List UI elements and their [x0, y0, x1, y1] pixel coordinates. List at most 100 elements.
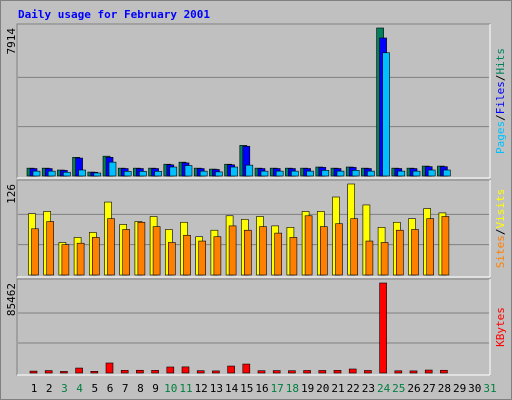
bar [289, 237, 298, 276]
bar [397, 170, 406, 177]
x-tick-label: 14 [225, 382, 239, 395]
x-tick-label: 20 [316, 382, 329, 395]
bar [47, 170, 56, 177]
bar [196, 370, 205, 374]
x-tick-label: 22 [347, 382, 360, 395]
panel [16, 278, 491, 376]
legend-entry: Pages [494, 121, 507, 154]
bar [215, 171, 223, 177]
bar [335, 223, 343, 276]
x-tick-label: 23 [362, 382, 375, 395]
x-tick-label: 15 [240, 382, 253, 395]
x-tick-label: 16 [255, 382, 268, 395]
y-max-label: 126 [5, 184, 18, 204]
legend: KBytes [494, 307, 507, 347]
bar [228, 225, 237, 276]
bar [90, 371, 99, 374]
bar [166, 366, 175, 374]
bar [364, 370, 372, 374]
bar [351, 170, 360, 177]
bar [291, 170, 299, 177]
bar [242, 363, 251, 374]
legend-entry: KBytes [494, 307, 507, 347]
panel [16, 179, 491, 278]
bar [304, 215, 313, 276]
legend-entry: Sites [494, 235, 507, 268]
bar [395, 229, 404, 276]
bar [136, 369, 144, 374]
bar [318, 370, 327, 374]
bar [29, 370, 38, 374]
x-tick-label: 12 [195, 382, 208, 395]
bar [260, 170, 269, 177]
bar [230, 166, 238, 177]
x-tick-label: 5 [91, 382, 98, 395]
x-tick-label: 1 [31, 382, 38, 395]
bar [424, 369, 433, 374]
bar [443, 169, 451, 177]
x-tick-label: 7 [122, 382, 129, 395]
bar [365, 240, 374, 276]
bar [181, 366, 190, 374]
x-tick-label: 28 [438, 382, 451, 395]
bar [257, 370, 266, 374]
legend: Sites/Visits [494, 189, 507, 269]
x-tick-label: 30 [468, 382, 481, 395]
x-tick-label: 27 [423, 382, 436, 395]
legend: Pages/Files/Hits [494, 48, 507, 154]
bar [382, 52, 390, 177]
x-tick-label: 4 [76, 382, 83, 395]
bar [61, 244, 70, 276]
bar [350, 218, 359, 276]
bar [380, 242, 389, 276]
bar [288, 370, 296, 374]
bar [303, 370, 311, 374]
bar [336, 170, 345, 177]
bar [31, 228, 39, 276]
x-tick-label: 29 [453, 382, 466, 395]
panel [16, 23, 491, 179]
bar [333, 370, 342, 374]
x-tick-label: 19 [301, 382, 314, 395]
bar [137, 221, 146, 276]
bar [139, 171, 147, 177]
x-tick-label: 10 [164, 382, 177, 395]
bar [348, 368, 357, 374]
bar [44, 370, 53, 374]
bar [122, 229, 130, 276]
bar [426, 218, 435, 276]
bar [412, 170, 421, 177]
x-tick-label: 8 [137, 382, 144, 395]
x-tick-label: 18 [286, 382, 299, 395]
y-max-label: 7914 [5, 28, 18, 55]
bar [367, 170, 375, 177]
bar [321, 170, 330, 177]
chart-title: Daily usage for February 2001 [18, 8, 210, 21]
bar [93, 172, 102, 177]
bar [199, 170, 208, 177]
bar [169, 166, 178, 177]
bar [78, 169, 86, 177]
bar [151, 370, 159, 374]
bar [184, 165, 193, 177]
bar [427, 169, 436, 177]
bar [46, 221, 55, 276]
bar [212, 370, 220, 374]
bar [154, 171, 162, 177]
x-tick-label: 13 [210, 382, 223, 395]
y-max-label: 85462 [5, 283, 18, 316]
bar [441, 216, 450, 276]
x-tick-label: 11 [179, 382, 192, 395]
legend-entry: Hits [494, 48, 507, 75]
bar [440, 369, 448, 374]
bar [409, 370, 418, 374]
bar [105, 362, 114, 374]
x-tick-label: 31 [483, 382, 496, 395]
bar [379, 282, 387, 374]
bar [306, 170, 314, 177]
bar [75, 367, 83, 374]
x-tick-label: 9 [152, 382, 159, 395]
bar [227, 365, 235, 374]
x-tick-label: 2 [46, 382, 53, 395]
